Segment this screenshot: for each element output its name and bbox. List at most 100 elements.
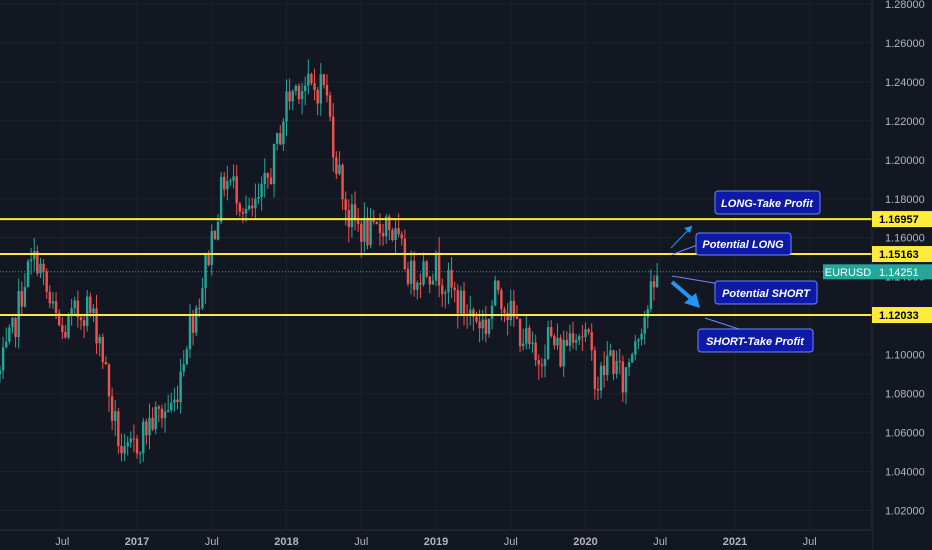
candle-body [416,282,419,290]
candle-body [406,269,410,284]
candle-body [388,216,391,231]
candle-body [297,85,301,100]
current-price-tag: EURUSD 1.14251 [823,264,932,280]
candle-body [503,309,506,313]
candle-body [154,406,157,430]
candle-body [578,336,581,341]
candle-body [584,329,587,338]
candle-body [469,309,472,315]
callout-label: Potential LONG [702,239,784,251]
candle-body [148,417,151,436]
candle-body [269,177,273,185]
candle-body [110,396,114,421]
candle-body [391,230,394,240]
candle-body [291,91,294,102]
callout-label: LONG-Take Profit [721,198,814,210]
short-arrow [670,280,695,302]
candle-body [475,316,478,322]
candle-body [543,358,547,366]
ticker-symbol: EURUSD [825,267,872,279]
candle-body [525,327,528,344]
candle-body [160,408,164,419]
candle-body [226,181,229,190]
time-axis[interactable] [0,530,872,550]
price-tick-label: 1.26000 [885,38,925,50]
candle-body [257,196,260,199]
candle-body [157,406,161,409]
candle-body [444,292,447,294]
level-price-label [872,211,932,228]
candle-body [229,180,232,182]
candle-body [596,388,600,391]
candle-body [179,371,182,403]
candle-body [602,365,606,376]
level-price-label [872,246,932,263]
price-tick-label: 1.10000 [885,350,925,362]
candle-body [310,73,313,84]
candle-body [89,296,92,313]
candle-body [328,95,332,117]
candle-body [288,91,291,102]
candle-body [188,316,192,350]
candle-body [559,337,562,367]
time-axis-ticks: Jul 2017 Jul 2018 Jul 2019 Jul 2020 Jul 2021 Jul [55,536,816,548]
candle-body [484,319,488,334]
candle-body [5,341,8,348]
candle-body [478,321,481,329]
candle-body [170,402,173,410]
candle-body [11,317,14,328]
candle-body [219,176,223,222]
candle-body [381,232,385,237]
candle-body [123,446,126,454]
candle-body [606,355,609,376]
callout-short-take-profit[interactable]: SHORT-Take Profit [697,317,814,353]
candle-body [447,270,450,293]
time-tick-label: 2017 [125,536,149,548]
candle-body [39,263,42,274]
candle-body [338,164,341,174]
candle-body [107,364,111,397]
candle-body [279,133,282,145]
candle-body [615,360,618,374]
candle-body [201,288,204,309]
candle-body [497,280,500,291]
ticker-label [823,264,873,280]
candle-body [332,116,335,158]
candle-body [76,300,80,317]
candle-body [29,259,33,262]
candle-body [275,133,279,144]
candle-body [627,362,631,368]
level-price-text: 1.15163 [879,249,919,261]
candle-body [652,281,656,288]
candle-body [254,198,257,209]
candle-body [515,316,519,319]
candle-body [360,223,363,242]
candle-body [472,309,475,317]
candle-body [114,411,117,421]
candle-body [599,365,603,391]
callout-box [695,232,792,256]
candle-body [553,336,556,346]
candle-body [23,287,27,307]
candle-body [587,329,590,333]
level-price-text: 1.16957 [879,214,919,226]
time-tick-label: 2018 [274,536,298,548]
candle-body [353,204,357,221]
candle-body [434,252,438,281]
candle-body [556,337,559,346]
candle-body [1,347,5,371]
candle-body [462,290,466,315]
callout-potential-long[interactable]: Potential LONG [670,232,792,256]
candle-body [319,74,322,104]
time-tick-label: Jul [205,536,219,548]
time-tick-label: Jul [55,536,69,548]
level-price-label [872,307,932,324]
candle-body [612,350,615,374]
price-tick-label: 1.02000 [885,506,925,518]
candle-body [263,172,266,185]
callout-potential-short[interactable]: Potential SHORT [670,275,818,308]
candle-body [191,316,195,333]
candle-body [73,300,76,309]
callout-long-take-profit[interactable]: LONG-Take Profit [670,190,821,249]
